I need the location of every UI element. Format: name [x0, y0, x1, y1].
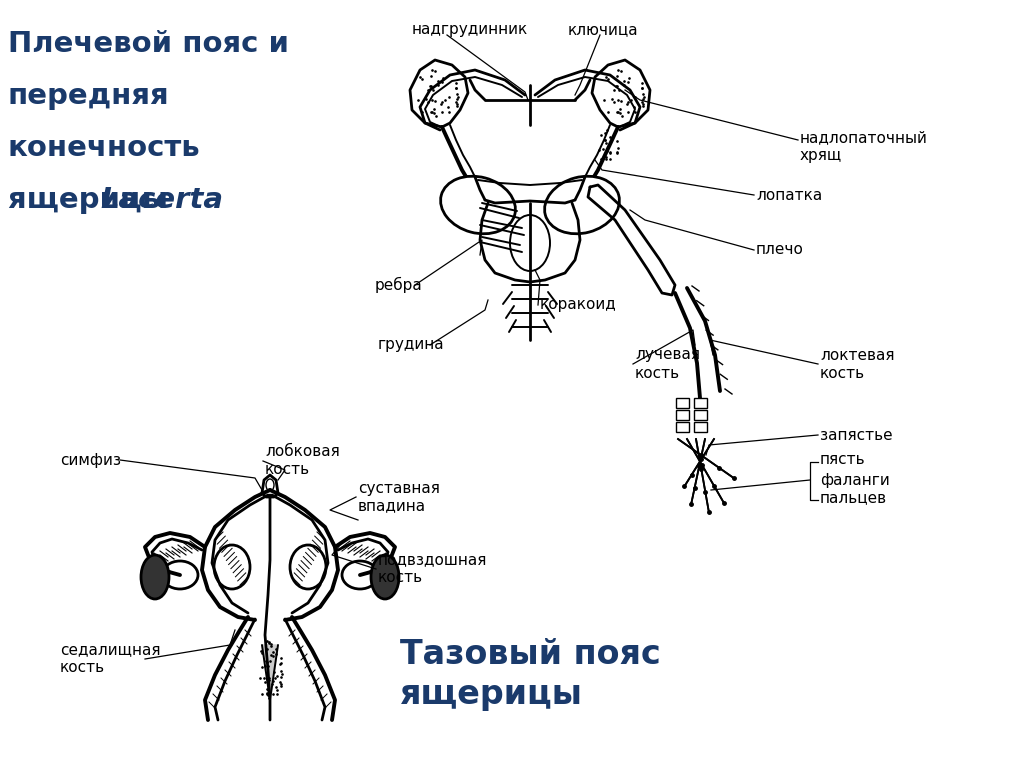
Text: пясть: пясть: [820, 452, 865, 468]
Text: кость: кость: [60, 660, 105, 676]
Bar: [694, 410, 707, 420]
Polygon shape: [410, 60, 468, 127]
Text: подвздошная: подвздошная: [378, 552, 487, 568]
Text: ящерицы: ящерицы: [8, 186, 178, 214]
Text: грудина: грудина: [378, 337, 444, 353]
Text: кость: кость: [378, 571, 423, 585]
Text: ящерицы: ящерицы: [400, 678, 583, 711]
Text: коракоид: коракоид: [540, 297, 616, 313]
Text: кость: кость: [265, 462, 310, 478]
Text: Плечевой пояс и: Плечевой пояс и: [8, 30, 289, 58]
Bar: [676, 422, 689, 432]
Bar: [676, 398, 689, 408]
Text: плечо: плечо: [756, 243, 804, 257]
Text: запястье: запястье: [820, 428, 893, 442]
Bar: [694, 422, 707, 432]
Polygon shape: [588, 185, 675, 295]
Polygon shape: [262, 645, 278, 700]
Text: лобковая: лобковая: [265, 445, 340, 459]
Polygon shape: [262, 475, 278, 497]
Text: пальцев: пальцев: [820, 491, 887, 505]
Ellipse shape: [371, 555, 399, 599]
Bar: [676, 410, 689, 420]
Text: надлопаточный: надлопаточный: [800, 130, 928, 145]
Ellipse shape: [141, 555, 169, 599]
Text: кость: кость: [635, 366, 680, 380]
Text: ребра: ребра: [375, 277, 423, 293]
Text: хрящ: хрящ: [800, 148, 843, 163]
Text: впадина: впадина: [358, 498, 426, 514]
Text: локтевая: локтевая: [820, 347, 895, 362]
Polygon shape: [592, 60, 650, 127]
Text: Тазовый пояс: Тазовый пояс: [400, 638, 660, 671]
Text: фаланги: фаланги: [820, 472, 890, 488]
Text: седалищная: седалищная: [60, 643, 161, 657]
Text: лучевая: лучевая: [635, 347, 700, 362]
Text: передняя: передняя: [8, 82, 170, 110]
Text: лопатка: лопатка: [756, 187, 822, 203]
Text: Lacerta: Lacerta: [100, 186, 223, 214]
Text: конечность: конечность: [8, 134, 201, 162]
Polygon shape: [480, 203, 580, 282]
Text: суставная: суставная: [358, 481, 440, 495]
Text: кость: кость: [820, 366, 865, 380]
Ellipse shape: [440, 176, 515, 233]
Ellipse shape: [545, 176, 620, 233]
Text: надгрудинник: надгрудинник: [412, 22, 528, 37]
Bar: [694, 398, 707, 408]
Text: ключица: ключица: [568, 22, 639, 37]
Text: симфиз: симфиз: [60, 452, 121, 468]
